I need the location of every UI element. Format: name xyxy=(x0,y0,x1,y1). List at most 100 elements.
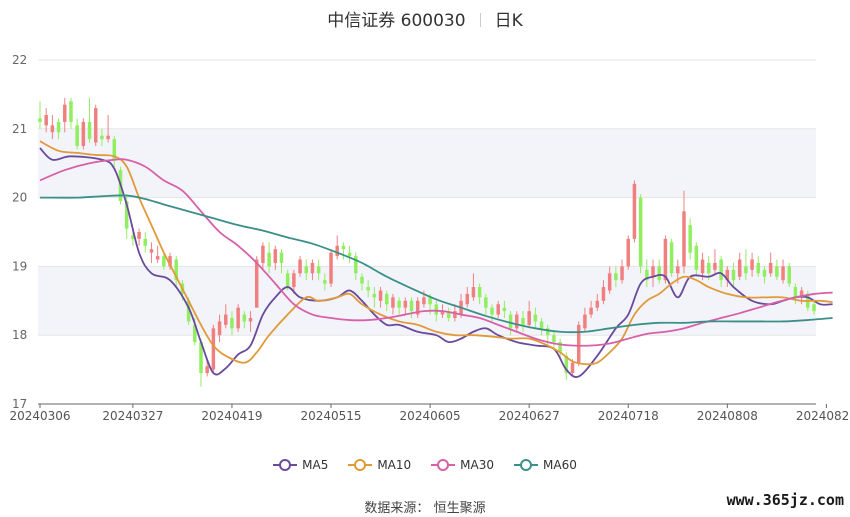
legend-item-ma5[interactable]: MA5 xyxy=(273,458,328,472)
candle[interactable] xyxy=(168,252,172,270)
candle[interactable] xyxy=(496,300,500,318)
candle[interactable] xyxy=(403,297,408,315)
candle[interactable] xyxy=(279,249,284,274)
candle[interactable] xyxy=(354,252,358,281)
candle[interactable] xyxy=(397,297,401,315)
candle[interactable] xyxy=(155,245,160,263)
candle[interactable] xyxy=(576,321,581,367)
candle[interactable] xyxy=(69,97,73,129)
candle[interactable] xyxy=(267,242,271,274)
candle[interactable] xyxy=(731,262,736,288)
candle[interactable] xyxy=(366,280,370,298)
candle[interactable] xyxy=(552,331,556,349)
candle[interactable] xyxy=(657,259,661,284)
candle[interactable] xyxy=(304,259,309,281)
candle[interactable] xyxy=(638,194,643,274)
candle[interactable] xyxy=(391,293,395,315)
candle[interactable] xyxy=(38,101,42,129)
candle[interactable] xyxy=(347,245,352,263)
candle[interactable] xyxy=(651,259,655,288)
candle[interactable] xyxy=(465,287,469,308)
candle[interactable] xyxy=(261,242,265,270)
candle[interactable] xyxy=(87,97,92,143)
candle[interactable] xyxy=(694,242,699,277)
candle[interactable] xyxy=(669,238,674,277)
candle[interactable] xyxy=(595,293,600,312)
candle[interactable] xyxy=(316,259,321,281)
candle[interactable] xyxy=(149,242,154,263)
candle[interactable] xyxy=(137,228,141,246)
legend-item-ma10[interactable]: MA10 xyxy=(348,458,411,472)
candle[interactable] xyxy=(762,266,767,284)
candle[interactable] xyxy=(75,118,79,150)
candle[interactable] xyxy=(737,252,742,281)
candle[interactable] xyxy=(781,259,785,284)
candle[interactable] xyxy=(521,311,525,332)
candle[interactable] xyxy=(162,252,166,270)
candle[interactable] xyxy=(106,115,110,143)
candle[interactable] xyxy=(645,259,649,288)
candle[interactable] xyxy=(620,259,624,284)
candle[interactable] xyxy=(415,297,420,318)
candle[interactable] xyxy=(93,104,98,146)
candle[interactable] xyxy=(81,118,86,150)
candle[interactable] xyxy=(409,297,414,318)
candle[interactable] xyxy=(217,314,222,343)
candle[interactable] xyxy=(719,256,723,288)
candle[interactable] xyxy=(236,304,240,332)
candle[interactable] xyxy=(725,266,730,288)
candle[interactable] xyxy=(174,256,178,288)
candle[interactable] xyxy=(292,269,296,294)
candle[interactable] xyxy=(583,307,587,332)
legend-item-ma60[interactable]: MA60 xyxy=(514,458,577,472)
candle[interactable] xyxy=(558,338,562,360)
candle[interactable] xyxy=(446,307,451,322)
candle[interactable] xyxy=(248,311,253,332)
candle[interactable] xyxy=(589,300,593,318)
candle[interactable] xyxy=(44,108,48,133)
candle[interactable] xyxy=(484,293,488,315)
candle[interactable] xyxy=(502,300,507,318)
candle[interactable] xyxy=(143,232,148,253)
candle[interactable] xyxy=(360,273,364,291)
candle[interactable] xyxy=(607,266,612,294)
candle[interactable] xyxy=(477,283,482,305)
candle[interactable] xyxy=(744,249,748,281)
candle[interactable] xyxy=(385,290,389,312)
candle[interactable] xyxy=(682,190,686,274)
candle[interactable] xyxy=(63,97,67,133)
candle[interactable] xyxy=(632,180,637,243)
candle[interactable] xyxy=(341,242,346,260)
candle[interactable] xyxy=(515,311,519,332)
candle[interactable] xyxy=(335,235,339,260)
candle[interactable] xyxy=(50,115,55,140)
candle[interactable] xyxy=(787,262,791,288)
candle[interactable] xyxy=(601,280,606,305)
candle[interactable] xyxy=(663,235,668,284)
candle[interactable] xyxy=(626,235,630,270)
candle[interactable] xyxy=(254,256,259,308)
candle[interactable] xyxy=(793,283,798,305)
candle[interactable] xyxy=(230,311,234,336)
candle[interactable] xyxy=(323,273,327,291)
candle[interactable] xyxy=(614,266,618,288)
candle[interactable] xyxy=(273,245,278,270)
candle[interactable] xyxy=(756,256,761,277)
candle[interactable] xyxy=(750,252,754,277)
candle[interactable] xyxy=(775,259,779,281)
candle[interactable] xyxy=(713,249,717,274)
candle[interactable] xyxy=(378,287,383,308)
candle[interactable] xyxy=(224,304,228,329)
candle[interactable] xyxy=(112,135,117,167)
candle[interactable] xyxy=(539,318,544,336)
candle[interactable] xyxy=(211,324,216,374)
legend-item-ma30[interactable]: MA30 xyxy=(431,458,494,472)
candle[interactable] xyxy=(533,307,538,329)
candle[interactable] xyxy=(471,273,476,301)
candle[interactable] xyxy=(372,287,377,308)
candle[interactable] xyxy=(242,311,247,329)
candle[interactable] xyxy=(329,249,333,288)
candle[interactable] xyxy=(310,259,315,281)
candle[interactable] xyxy=(298,256,302,277)
period-label[interactable]: 日K xyxy=(494,11,523,31)
